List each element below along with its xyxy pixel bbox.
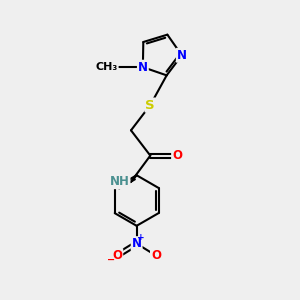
Text: N: N <box>177 49 187 62</box>
Text: NH: NH <box>110 175 130 188</box>
Text: +: + <box>137 232 145 242</box>
Text: N: N <box>138 61 148 74</box>
Text: O: O <box>112 249 122 262</box>
Text: O: O <box>172 149 182 162</box>
Text: −: − <box>107 255 115 265</box>
Text: O: O <box>151 249 161 262</box>
Text: S: S <box>146 99 155 112</box>
Text: N: N <box>132 237 142 250</box>
Text: CH₃: CH₃ <box>95 62 118 72</box>
